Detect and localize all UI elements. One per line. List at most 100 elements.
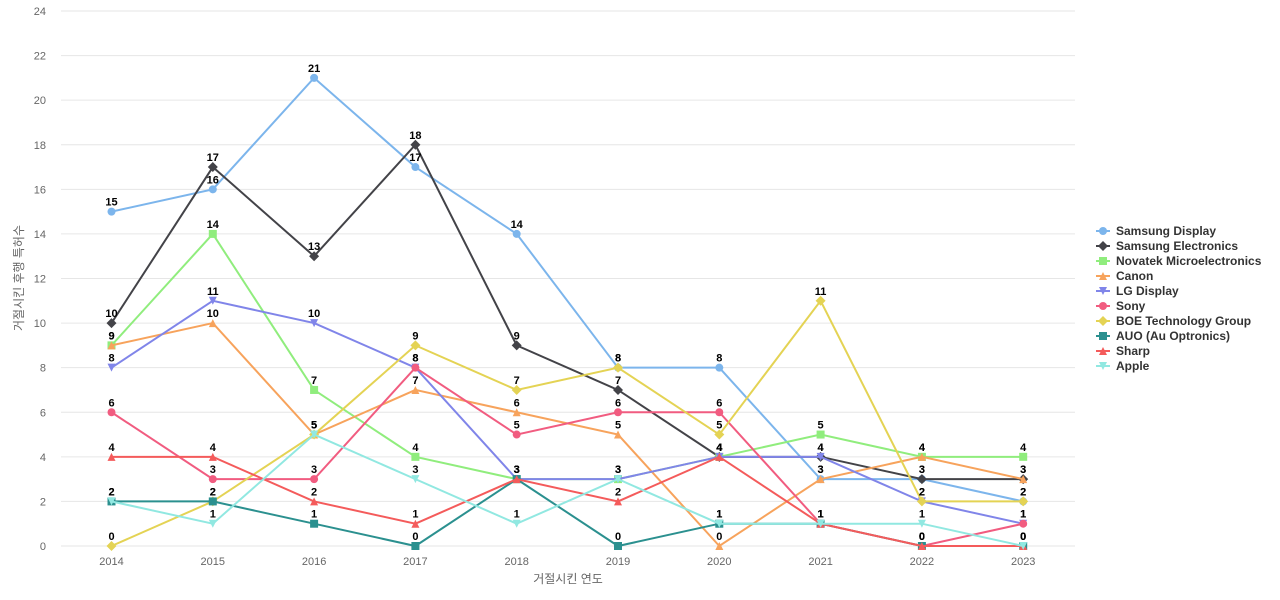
data-point (715, 542, 724, 550)
legend-item[interactable]: Canon (1096, 269, 1153, 283)
data-label: 4 (716, 442, 723, 454)
data-label: 1 (412, 509, 418, 521)
data-point (310, 475, 319, 484)
data-label: 3 (818, 464, 824, 476)
legend-item[interactable]: Sony (1096, 299, 1146, 313)
data-label: 14 (511, 219, 524, 231)
series-line (111, 298, 1024, 547)
data-label: 3 (514, 464, 520, 476)
legend-marker (1099, 272, 1107, 280)
data-label: 3 (615, 464, 621, 476)
data-point (107, 363, 116, 372)
data-label: 8 (615, 353, 621, 365)
legend-item[interactable]: Samsung Electronics (1096, 239, 1238, 253)
data-label: 8 (108, 353, 114, 365)
series-line (110, 143, 1024, 481)
data-label: 9 (412, 330, 418, 342)
data-label: 6 (716, 397, 722, 409)
data-label: 2 (311, 486, 317, 498)
data-label: 0 (919, 531, 925, 543)
data-point (614, 408, 622, 417)
data-point (310, 497, 319, 506)
data-label: 1 (818, 509, 824, 521)
data-point (411, 475, 420, 484)
legend-item[interactable]: AUO (Au Optronics) (1096, 329, 1230, 343)
legend-label: Novatek Microelectronics (1116, 254, 1262, 268)
legend-label: LG Display (1116, 284, 1179, 298)
data-point (310, 73, 319, 82)
data-label: 3 (615, 464, 621, 476)
data-point (410, 139, 421, 150)
legend-item[interactable]: Samsung Display (1096, 224, 1216, 238)
data-point (1019, 519, 1028, 528)
data-label: 13 (308, 241, 320, 253)
data-point (411, 163, 420, 172)
y-tick-label: 0 (40, 541, 46, 553)
x-axis-ticks: 2014 2015 2016 2017 2018 2019 2020 2021 2022 2023 (99, 556, 1035, 568)
data-label: 3 (1020, 464, 1026, 476)
series-2 (107, 229, 1028, 484)
data-label: 2 (108, 486, 114, 498)
data-label: 6 (514, 397, 520, 409)
data-label: 11 (207, 286, 219, 298)
legend-item[interactable]: LG Display (1096, 284, 1179, 298)
legend-label: Sony (1116, 299, 1146, 313)
data-point (208, 296, 217, 305)
data-label: 0 (108, 531, 114, 543)
data-label: 2 (919, 486, 925, 498)
data-label: 3 (615, 464, 621, 476)
series-line (110, 232, 1024, 481)
data-point (816, 475, 825, 484)
y-tick-label: 24 (34, 6, 46, 18)
data-point (715, 408, 724, 417)
data-point (310, 430, 319, 439)
data-label: 14 (207, 219, 220, 231)
data-label: 4 (818, 442, 825, 454)
data-point (107, 497, 116, 506)
data-label: 4 (716, 442, 723, 454)
legend-marker (1099, 347, 1107, 355)
data-point (816, 452, 825, 461)
data-label: 5 (818, 420, 824, 432)
data-label: 1 (1020, 509, 1026, 521)
data-label: 18 (409, 130, 421, 142)
legend-item[interactable]: Novatek Microelectronics (1096, 254, 1262, 268)
data-point (614, 542, 622, 550)
data-point (614, 475, 622, 484)
data-label: 6 (615, 397, 621, 409)
data-label: 5 (311, 420, 317, 432)
data-point (309, 251, 320, 262)
legend-item[interactable]: BOE Technology Group (1096, 314, 1251, 328)
data-label: 1 (818, 509, 824, 521)
data-point (917, 452, 926, 461)
legend-marker (1099, 332, 1107, 340)
data-label: 9 (108, 330, 114, 342)
data-label: 3 (919, 464, 925, 476)
y-tick-label: 8 (40, 363, 46, 375)
data-label: 2 (210, 486, 216, 498)
data-point (208, 519, 217, 528)
data-point (107, 408, 116, 417)
data-label: 1 (716, 509, 722, 521)
data-point (614, 430, 622, 439)
legend-item[interactable]: Apple (1096, 359, 1150, 373)
data-label: 4 (412, 442, 419, 454)
data-label: 10 (105, 308, 117, 320)
legend-marker (1099, 227, 1107, 235)
data-point (208, 452, 217, 461)
data-point (714, 429, 725, 440)
data-point (815, 295, 826, 306)
x-tick-label: 2017 (403, 556, 427, 568)
series-line (111, 433, 1024, 547)
data-label: 3 (514, 464, 520, 476)
x-tick-label: 2020 (707, 556, 731, 568)
data-label: 1 (818, 509, 824, 521)
data-label: 5 (514, 420, 520, 432)
data-label: 1 (514, 509, 520, 521)
data-point (411, 542, 420, 550)
data-point (107, 341, 116, 350)
legend-item[interactable]: Sharp (1096, 344, 1150, 358)
